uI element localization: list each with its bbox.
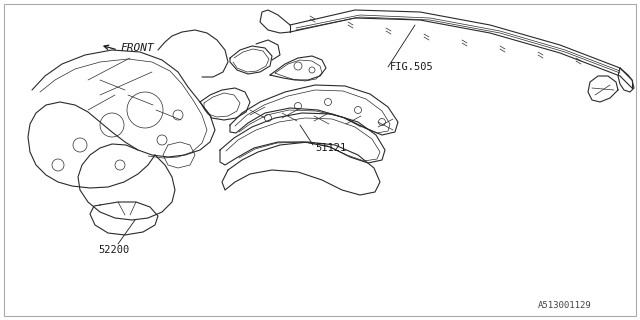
Text: 52200: 52200 <box>98 245 129 255</box>
Text: FIG.505: FIG.505 <box>390 62 434 72</box>
Text: A513001129: A513001129 <box>538 301 592 310</box>
Text: 51121: 51121 <box>315 143 346 153</box>
Text: FRONT: FRONT <box>120 43 154 53</box>
